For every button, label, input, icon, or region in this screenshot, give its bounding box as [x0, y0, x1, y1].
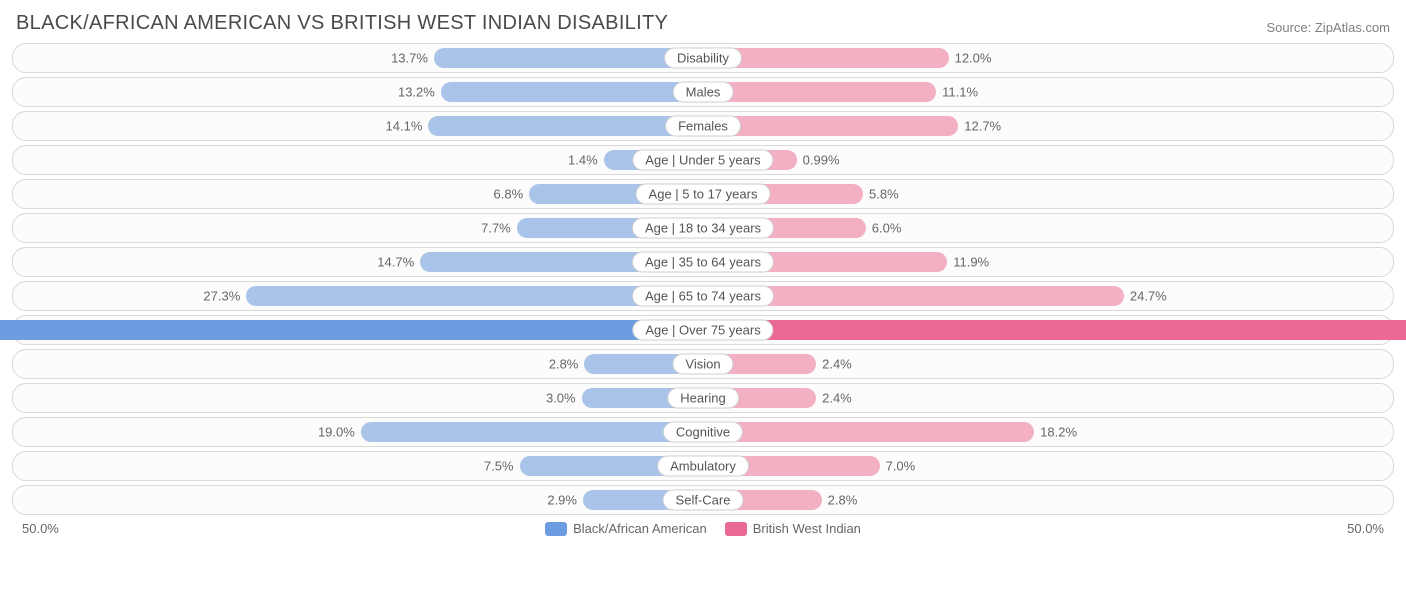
chart-footer: 50.0% Black/African American British Wes…	[12, 521, 1394, 536]
category-label: Hearing	[667, 388, 739, 409]
legend-item-right: British West Indian	[725, 521, 861, 536]
bar-left	[361, 422, 703, 442]
bar-left	[434, 48, 703, 68]
value-right: 6.0%	[872, 221, 902, 236]
bar-row: 2.8% 2.4% Vision	[12, 349, 1394, 379]
value-right: 2.8%	[828, 493, 858, 508]
legend-label-left: Black/African American	[573, 521, 707, 536]
category-label: Disability	[664, 48, 742, 69]
bar-row: 14.7% 11.9% Age | 35 to 64 years	[12, 247, 1394, 277]
value-right: 18.2%	[1040, 425, 1077, 440]
bar-right	[703, 82, 936, 102]
bar-row: 49.5%48.7%Age | Over 75 years	[12, 315, 1394, 345]
value-right: 2.4%	[822, 357, 852, 372]
value-left: 7.5%	[484, 459, 514, 474]
value-left: 1.4%	[568, 153, 598, 168]
value-left: 2.9%	[547, 493, 577, 508]
value-left: 14.7%	[377, 255, 414, 270]
bar-left	[428, 116, 703, 136]
value-left: 13.7%	[391, 51, 428, 66]
bar-right	[703, 116, 958, 136]
bar-row: 7.7% 6.0% Age | 18 to 34 years	[12, 213, 1394, 243]
value-right: 11.9%	[953, 255, 989, 270]
category-label: Self-Care	[663, 490, 744, 511]
value-left: 13.2%	[398, 85, 435, 100]
value-right: 24.7%	[1130, 289, 1167, 304]
legend-label-right: British West Indian	[753, 521, 861, 536]
bar-row: 3.0% 2.4% Hearing	[12, 383, 1394, 413]
value-right: 7.0%	[886, 459, 916, 474]
legend-item-left: Black/African American	[545, 521, 707, 536]
bar-right	[703, 422, 1034, 442]
bar-row: 19.0% 18.2% Cognitive	[12, 417, 1394, 447]
value-left: 14.1%	[386, 119, 423, 134]
value-right: 5.8%	[869, 187, 899, 202]
category-label: Age | 5 to 17 years	[636, 184, 771, 205]
bar-row: 1.4% 0.99% Age | Under 5 years	[12, 145, 1394, 175]
legend: Black/African American British West Indi…	[545, 521, 861, 536]
axis-right-label: 50.0%	[861, 521, 1384, 536]
value-right: 0.99%	[803, 153, 840, 168]
bar-right	[703, 320, 1406, 340]
value-left: 19.0%	[318, 425, 355, 440]
value-left: 27.3%	[203, 289, 240, 304]
axis-left-label: 50.0%	[22, 521, 545, 536]
category-label: Age | 65 to 74 years	[632, 286, 774, 307]
category-label: Age | Over 75 years	[632, 320, 773, 341]
category-label: Age | 18 to 34 years	[632, 218, 774, 239]
chart-source: Source: ZipAtlas.com	[1266, 20, 1390, 35]
chart-title: BLACK/AFRICAN AMERICAN VS BRITISH WEST I…	[16, 12, 668, 35]
bar-row: 13.7% 12.0% Disability	[12, 43, 1394, 73]
category-label: Ambulatory	[657, 456, 749, 477]
diverging-bar-chart: 13.7% 12.0% Disability 13.2% 11.1% Males 14.1%…	[12, 43, 1394, 515]
bar-row: 14.1% 12.7% Females	[12, 111, 1394, 141]
bar-row: 27.3% 24.7% Age | 65 to 74 years	[12, 281, 1394, 311]
category-label: Cognitive	[663, 422, 743, 443]
legend-swatch-right	[725, 522, 747, 536]
value-right: 12.0%	[955, 51, 992, 66]
category-label: Females	[665, 116, 741, 137]
category-label: Age | 35 to 64 years	[632, 252, 774, 273]
legend-swatch-left	[545, 522, 567, 536]
bar-row: 2.9% 2.8% Self-Care	[12, 485, 1394, 515]
value-left: 2.8%	[549, 357, 579, 372]
bar-left	[441, 82, 703, 102]
value-right: 2.4%	[822, 391, 852, 406]
value-right: 11.1%	[942, 85, 978, 100]
category-label: Males	[673, 82, 734, 103]
bar-left	[0, 320, 703, 340]
bar-row: 13.2% 11.1% Males	[12, 77, 1394, 107]
value-left: 6.8%	[494, 187, 524, 202]
chart-header: BLACK/AFRICAN AMERICAN VS BRITISH WEST I…	[12, 12, 1394, 35]
value-left: 7.7%	[481, 221, 511, 236]
category-label: Vision	[672, 354, 733, 375]
value-left: 3.0%	[546, 391, 576, 406]
bar-row: 6.8% 5.8% Age | 5 to 17 years	[12, 179, 1394, 209]
value-right: 12.7%	[964, 119, 1001, 134]
category-label: Age | Under 5 years	[632, 150, 773, 171]
bar-row: 7.5% 7.0% Ambulatory	[12, 451, 1394, 481]
